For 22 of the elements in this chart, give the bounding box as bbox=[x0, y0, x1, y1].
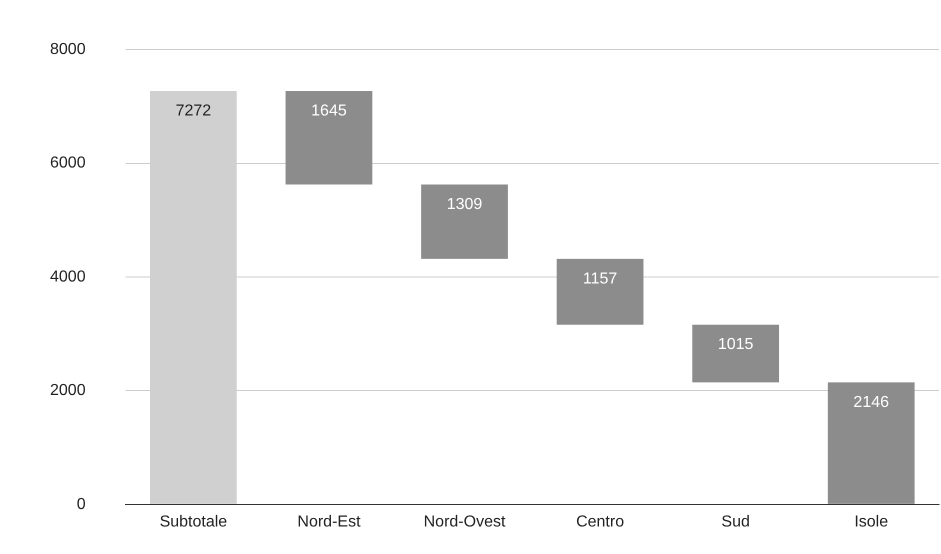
y-tick-label: 6000 bbox=[50, 154, 86, 172]
bar bbox=[286, 90, 372, 185]
y-tick-label: 4000 bbox=[50, 268, 86, 286]
bar bbox=[421, 184, 508, 259]
bar bbox=[828, 382, 915, 504]
x-tick-label: Isole bbox=[854, 513, 888, 530]
x-tick-label: Centro bbox=[576, 513, 624, 530]
x-tick-label: Nord-Ovest bbox=[424, 513, 506, 530]
y-tick-label: 8000 bbox=[50, 41, 86, 58]
data-label: 1157 bbox=[582, 270, 618, 288]
data-label: 1645 bbox=[311, 102, 347, 120]
x-tick-label: Subtotale bbox=[160, 513, 228, 530]
bar bbox=[556, 258, 644, 325]
data-label: 7272 bbox=[176, 102, 212, 120]
data-label: 2146 bbox=[853, 394, 890, 411]
y-tick-label: 2000 bbox=[50, 382, 86, 400]
x-tick-label: Nord-Est bbox=[297, 513, 362, 530]
data-label: 1309 bbox=[446, 196, 482, 213]
bar bbox=[692, 324, 780, 382]
data-label: 1015 bbox=[718, 336, 754, 354]
x-tick-label: Sud bbox=[721, 513, 750, 530]
y-tick-label: 0 bbox=[76, 496, 86, 513]
